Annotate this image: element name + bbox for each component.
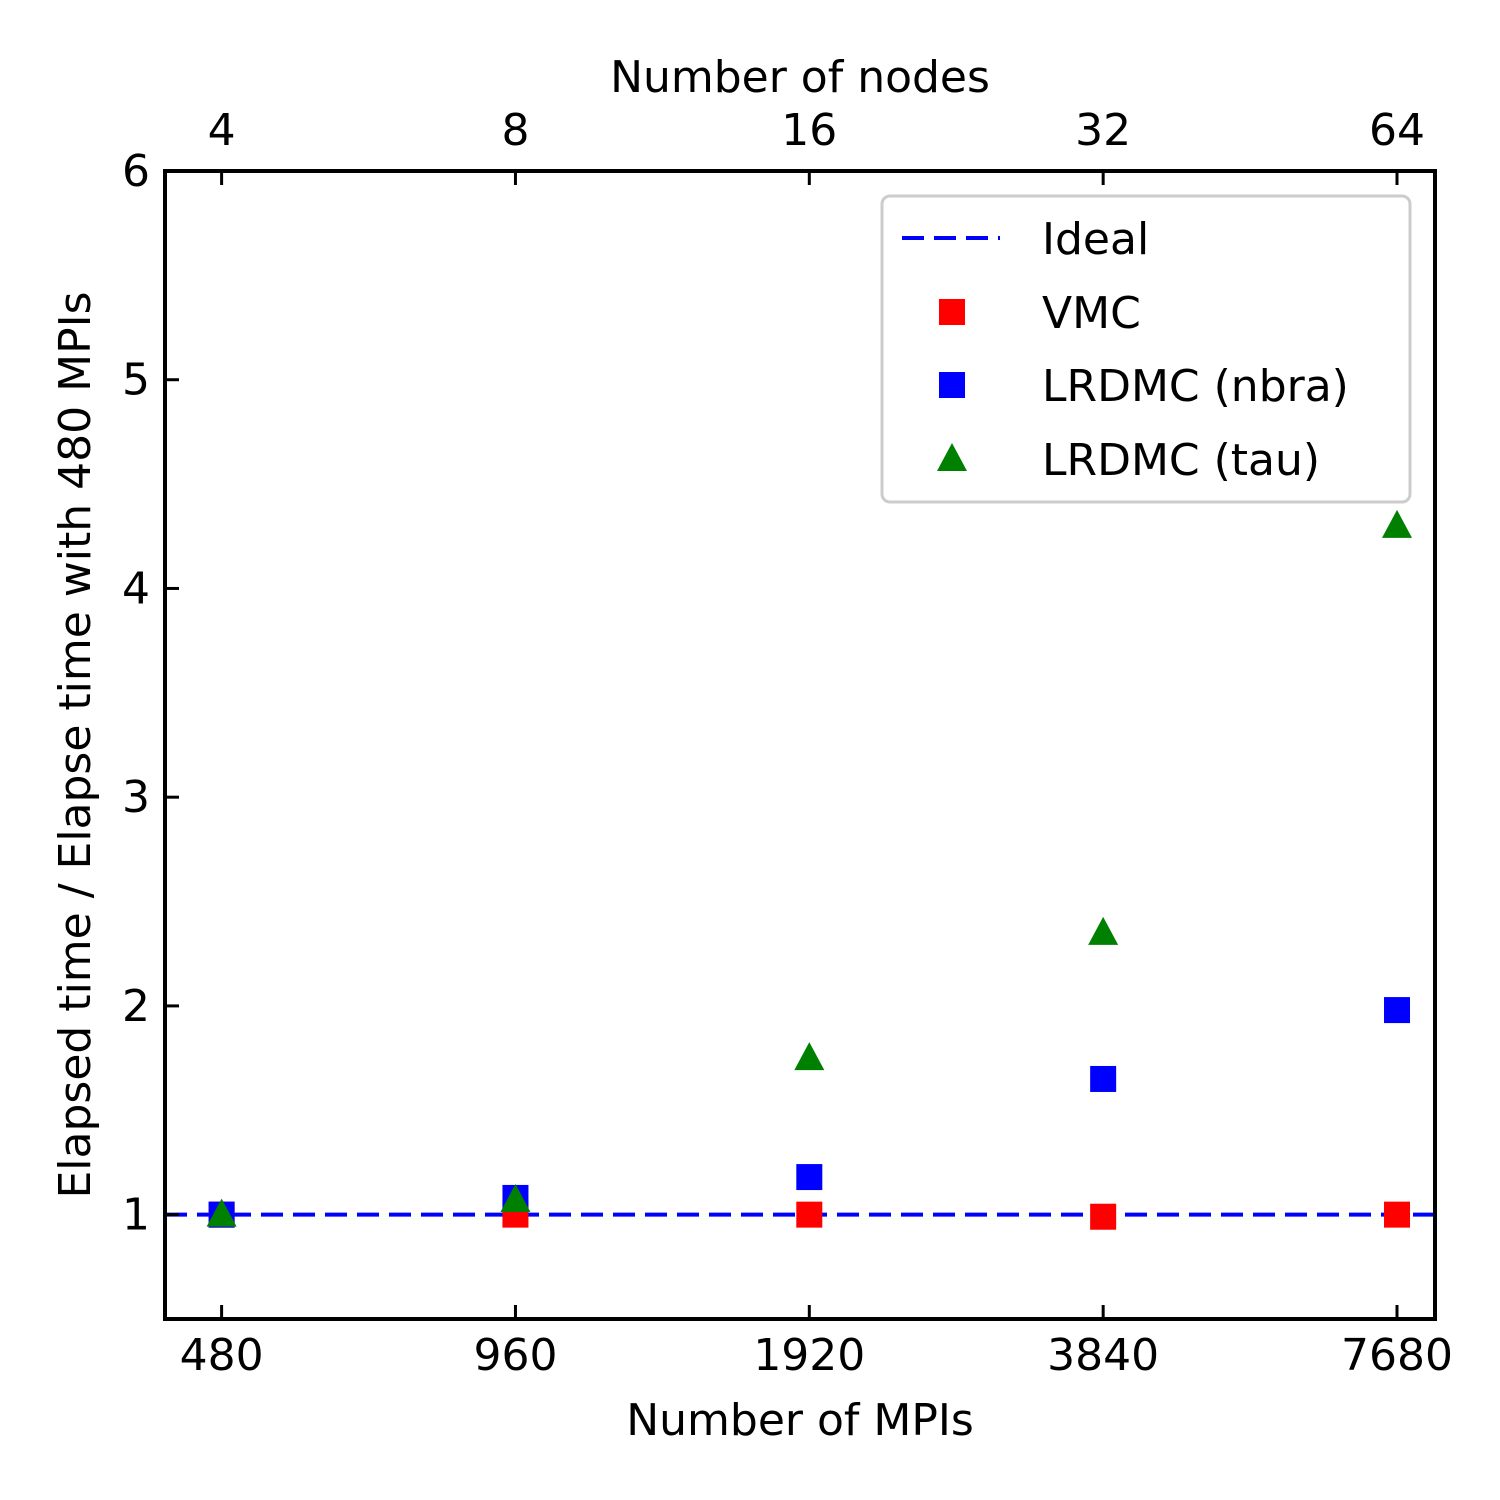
lrdmc-tau-point (1088, 916, 1119, 945)
lrdmc-tau-point (500, 1184, 531, 1213)
top-tick-label: 32 (1075, 105, 1131, 156)
vmc-point (796, 1201, 823, 1228)
plot-frame (163, 169, 1437, 1321)
x-tick-label: 960 (473, 1330, 557, 1381)
lrdmc-tau-point (206, 1198, 237, 1227)
x-axis-label: Number of MPIs (626, 1395, 974, 1446)
lrdmc-nbra-point (1384, 997, 1411, 1024)
vmc-point (1090, 1203, 1117, 1230)
legend-box (880, 194, 1412, 504)
lrdmc-tau-point (1382, 509, 1413, 538)
lrdmc-nbra-point (1090, 1065, 1117, 1092)
legend: Ideal VMC LRDMC (nbra) LRDMC (tau) (880, 194, 1412, 504)
top-axis-label: Number of nodes (610, 52, 990, 103)
top-tick-label: 16 (781, 105, 837, 156)
x-tick-label: 7680 (1341, 1330, 1453, 1381)
lrdmc-nbra-point (796, 1164, 823, 1191)
legend-label-lrdmc-nbra: LRDMC (nbra) (1042, 361, 1349, 412)
top-tick-label: 8 (501, 105, 529, 156)
vmc-point (1384, 1201, 1411, 1228)
legend-swatch-lrdmc-tau (937, 443, 967, 471)
top-tick-label: 4 (208, 105, 236, 156)
x-tick-label: 3840 (1047, 1330, 1159, 1381)
legend-swatch-lrdmc-nbra (939, 372, 965, 398)
legend-label-ideal: Ideal (1042, 214, 1149, 265)
legend-swatch-vmc (939, 299, 965, 325)
lrdmc-tau-point (794, 1042, 825, 1071)
legend-label-vmc: VMC (1042, 288, 1141, 339)
y-tick-label: 1 (122, 1190, 150, 1241)
plot-marks (165, 509, 1435, 1230)
x-tick-label: 1920 (753, 1330, 865, 1381)
axis-ticks: 480 4 960 8 1920 16 3840 32 7680 64 1 2 3 4 5 6 (122, 105, 1453, 1381)
y-tick-label: 2 (122, 981, 150, 1032)
x-tick-label: 480 (180, 1330, 264, 1381)
y-tick-label: 3 (122, 772, 150, 823)
y-axis-label: Elapsed time / Elapse time with 480 MPIs (50, 291, 101, 1198)
y-tick-label: 5 (122, 355, 150, 406)
y-tick-label: 6 (122, 146, 150, 197)
legend-label-lrdmc-tau: LRDMC (tau) (1042, 435, 1320, 486)
y-tick-label: 4 (122, 563, 150, 614)
top-tick-label: 64 (1369, 105, 1425, 156)
